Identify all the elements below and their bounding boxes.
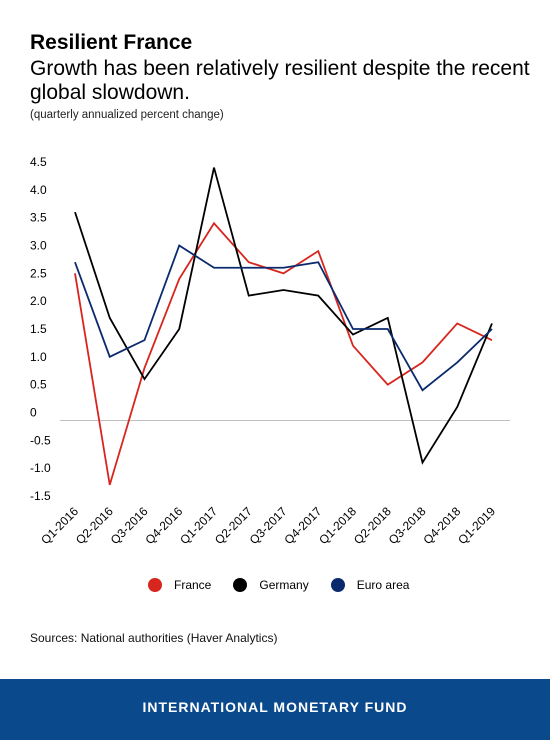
legend-label-germany: Germany — [259, 578, 309, 592]
legend-item-euro-area: Euro area — [330, 578, 410, 592]
x-tick-label: Q4-2016 — [142, 504, 185, 547]
y-tick-label: -1.0 — [30, 461, 51, 475]
legend-item-france: France — [148, 578, 211, 592]
source-note: Sources: National authorities (Haver Ana… — [30, 631, 278, 645]
footer-org-name: INTERNATIONAL MONETARY FUND — [142, 699, 408, 715]
y-tick-label: 2.5 — [30, 266, 47, 280]
chart-title: Resilient France — [30, 31, 193, 54]
x-tick-label: Q3-2017 — [247, 504, 290, 547]
y-tick-label: -1.5 — [30, 489, 51, 503]
chart-legend: France Germany Euro area — [148, 578, 431, 592]
line-chart: 4.5 4.0 3.5 3.0 2.5 2.0 1.5 1.0 0.5 0 -0.5 -1.0 -1.5… — [30, 155, 510, 547]
series-line-germany — [74, 167, 493, 465]
series-line-euro-area — [74, 244, 493, 392]
x-tick-label: Q1-2017 — [177, 504, 220, 547]
y-tick-label: 4.0 — [30, 183, 47, 197]
x-tick-label: Q3-2016 — [108, 504, 151, 547]
y-tick-label: 0.5 — [30, 378, 47, 392]
x-tick-label: Q3-2018 — [386, 504, 429, 547]
legend-item-germany: Germany — [233, 578, 309, 592]
y-tick-label: 0 — [30, 406, 37, 420]
y-tick-label: 4.5 — [30, 155, 47, 169]
x-tick-label: Q1-2018 — [316, 504, 359, 547]
legend-swatch-france — [148, 578, 162, 592]
chart-subtitle: Growth has been relatively resilient des… — [30, 57, 530, 104]
y-tick-label: 1.0 — [30, 350, 47, 364]
x-tick-label: Q4-2018 — [420, 504, 463, 547]
legend-label-france: France — [174, 578, 212, 592]
y-tick-label: 3.5 — [30, 211, 47, 225]
x-tick-label: Q1-2016 — [38, 504, 81, 547]
x-tick-label: Q2-2016 — [73, 504, 116, 547]
x-tick-label: Q1-2019 — [455, 504, 498, 547]
y-tick-label: 2.0 — [30, 294, 47, 308]
footer-banner: INTERNATIONAL MONETARY FUND — [0, 679, 550, 740]
x-tick-label: Q2-2017 — [212, 504, 255, 547]
legend-swatch-euro-area — [330, 578, 345, 592]
chart-unit-note: (quarterly annualized percent change) — [30, 109, 224, 121]
y-tick-label: -0.5 — [30, 433, 51, 447]
x-tick-label: Q2-2018 — [351, 504, 394, 547]
legend-swatch-germany — [233, 578, 248, 592]
legend-label-euro-area: Euro area — [356, 578, 410, 592]
series-line-france — [74, 221, 493, 486]
y-tick-label: 1.5 — [30, 322, 47, 336]
y-tick-label: 3.0 — [30, 239, 47, 253]
x-tick-label: Q4-2017 — [281, 504, 324, 547]
